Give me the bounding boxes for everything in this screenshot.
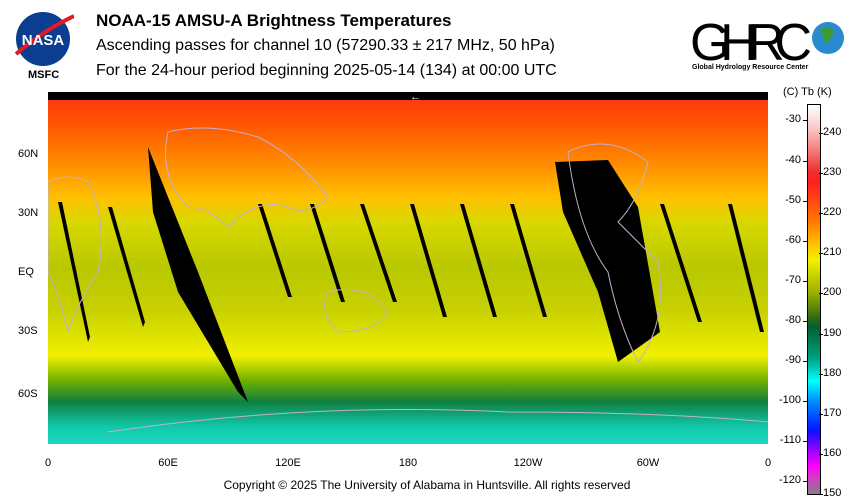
colorbar-kelvin-tick: 220 [823, 206, 842, 219]
colorbar-kelvin-tick: 180 [823, 366, 842, 379]
colorbar-tick-mark [803, 401, 807, 403]
lat-label-60n: 60N [18, 148, 39, 160]
colorbar-tick-mark [819, 293, 823, 295]
lat-label-30n: 30N [18, 207, 39, 219]
colorbar-tick-mark [819, 253, 823, 255]
colorbar-header: (C) Tb (K) [783, 86, 832, 98]
colorbar-tick-mark [803, 200, 807, 202]
svg-text:NASA: NASA [22, 32, 65, 49]
lon-label-0-east: 0 [764, 457, 772, 469]
lon-label-180: 180 [398, 457, 418, 469]
page-title: NOAA-15 AMSU-A Brightness Temperatures [96, 11, 452, 30]
colorbar-tick-mark [803, 320, 807, 322]
no-data-swath [58, 202, 90, 342]
colorbar-celsius-tick: -100 [778, 394, 801, 407]
svg-text:GHRC: GHRC [690, 14, 812, 72]
subtitle-period: For the 24-hour period beginning 2025-05… [96, 62, 557, 79]
colorbar-celsius-tick: -120 [778, 474, 801, 487]
colorbar-tick-mark [819, 373, 823, 375]
colorbar-kelvin-tick: 230 [823, 166, 842, 179]
colorbar-tick-mark [803, 240, 807, 242]
lon-label-0: 0 [44, 457, 52, 469]
copyright: Copyright © 2025 The University of Alaba… [223, 478, 631, 492]
nasa-logo: NASA [14, 12, 74, 66]
lon-label-60w: 60W [636, 457, 660, 469]
lat-label-30s: 30S [18, 325, 38, 337]
no-data-swath [555, 160, 660, 362]
no-data-swath [460, 204, 497, 317]
colorbar [807, 104, 821, 495]
ghrc-subtitle: Global Hydrology Resource Center [692, 64, 809, 71]
colorbar-celsius-tick: -40 [785, 153, 801, 166]
colorbar-tick-mark [819, 413, 823, 415]
colorbar-tick-mark [803, 160, 807, 162]
colorbar-tick-mark [803, 481, 807, 483]
ghrc-logo: GHRC [690, 14, 844, 72]
no-data-swath [510, 204, 547, 317]
colorbar-tick-mark [803, 441, 807, 443]
colorbar-tick-mark [819, 333, 823, 335]
colorbar-tick-mark [819, 494, 823, 495]
arrow-indicator: ← [410, 92, 421, 103]
colorbar-celsius-tick: -70 [785, 273, 801, 286]
no-data-swath [258, 204, 292, 297]
no-data-swath [660, 204, 702, 322]
no-data-swath [108, 207, 145, 327]
lat-label-eq: EQ [18, 266, 34, 278]
colorbar-celsius-tick: -110 [779, 434, 801, 447]
no-data-swath [148, 147, 248, 402]
colorbar-kelvin-tick: 190 [823, 326, 842, 339]
colorbar-celsius-tick: -30 [785, 113, 801, 126]
msfc-label: MSFC [28, 69, 60, 81]
no-data-swath [360, 204, 397, 302]
colorbar-celsius-tick: -80 [785, 313, 801, 326]
colorbar-celsius-tick: -90 [785, 354, 801, 367]
colorbar-kelvin-tick: 240 [823, 126, 842, 139]
colorbar-kelvin-tick: 160 [823, 446, 842, 459]
no-data-swath [410, 204, 447, 317]
colorbar-tick-mark [819, 173, 823, 175]
colorbar-celsius-tick: -60 [785, 233, 801, 246]
subtitle-channel: Ascending passes for channel 10 (57290.3… [96, 37, 555, 54]
brightness-temperature-map: ← [48, 92, 768, 444]
colorbar-kelvin-tick: 170 [823, 406, 842, 419]
colorbar-tick-mark [803, 120, 807, 122]
colorbar-kelvin-tick: 200 [823, 286, 842, 299]
colorbar-tick-mark [819, 453, 823, 455]
colorbar-kelvin-tick: 150 [823, 487, 842, 499]
colorbar-tick-mark [803, 361, 807, 363]
no-data-swath [728, 204, 764, 332]
lon-label-60e: 60E [158, 457, 178, 469]
top-nodata-bar [48, 92, 768, 100]
colorbar-kelvin-tick: 210 [823, 246, 842, 259]
lat-label-60s: 60S [18, 388, 38, 400]
colorbar-tick-mark [803, 280, 807, 282]
no-data-swath [310, 204, 345, 302]
colorbar-celsius-tick: -50 [785, 193, 801, 206]
lon-label-120w: 120W [513, 457, 543, 469]
temperature-field [48, 92, 768, 444]
colorbar-tick-mark [819, 213, 823, 215]
lon-label-120e: 120E [275, 457, 301, 469]
coastlines [48, 127, 768, 433]
colorbar-tick-mark [819, 133, 823, 135]
